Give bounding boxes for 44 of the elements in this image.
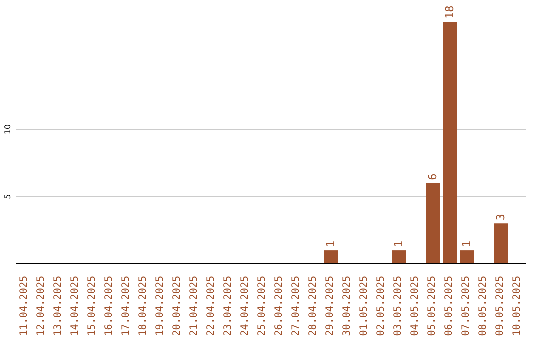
x-tick-label: 16.04.2025 xyxy=(104,276,115,336)
y-tick-label: 10 xyxy=(4,124,12,135)
x-tick-label: 07.05.2025 xyxy=(461,276,472,336)
x-tick-label: 02.05.2025 xyxy=(376,276,387,336)
x-tick-label: 19.04.2025 xyxy=(155,276,166,336)
bar xyxy=(392,250,406,264)
x-tick-label: 26.04.2025 xyxy=(274,276,285,336)
x-tick-label: 11.04.2025 xyxy=(19,276,30,336)
x-tick-label: 27.04.2025 xyxy=(291,276,302,336)
x-tick-label: 04.05.2025 xyxy=(410,276,421,336)
y-tick-label: 5 xyxy=(4,194,12,200)
x-tick-label: 01.05.2025 xyxy=(359,276,370,336)
x-tick-label: 22.04.2025 xyxy=(206,276,217,336)
x-tick-label: 09.05.2025 xyxy=(495,276,506,336)
bar xyxy=(426,183,440,264)
data-label: 18 xyxy=(444,6,456,19)
x-tick-label: 05.05.2025 xyxy=(427,276,438,336)
x-tick-label: 13.04.2025 xyxy=(53,276,64,336)
bar xyxy=(460,250,474,264)
x-tick-label: 30.04.2025 xyxy=(342,276,353,336)
x-tick-label: 21.04.2025 xyxy=(189,276,200,336)
x-tick-label: 20.04.2025 xyxy=(172,276,183,336)
x-tick-label: 15.04.2025 xyxy=(87,276,98,336)
x-tick-label: 17.04.2025 xyxy=(121,276,132,336)
x-tick-label: 23.04.2025 xyxy=(223,276,234,336)
bar xyxy=(324,250,338,264)
x-tick-label: 14.04.2025 xyxy=(70,276,81,336)
x-tick-label: 24.04.2025 xyxy=(240,276,251,336)
x-tick-label: 03.05.2025 xyxy=(393,276,404,336)
data-label: 1 xyxy=(324,240,338,248)
x-tick-label: 06.05.2025 xyxy=(444,276,455,336)
bar xyxy=(494,224,508,264)
x-tick-label: 25.04.2025 xyxy=(257,276,268,336)
x-tick-label: 28.04.2025 xyxy=(308,276,319,336)
data-label: 1 xyxy=(392,240,406,248)
data-label: 6 xyxy=(426,174,440,180)
data-label: 3 xyxy=(494,214,508,221)
x-tick-label: 18.04.2025 xyxy=(138,276,149,336)
x-tick-label: 08.05.2025 xyxy=(478,276,489,336)
data-label: 1 xyxy=(460,240,474,248)
bar xyxy=(443,22,457,264)
x-tick-label: 12.04.2025 xyxy=(36,276,47,336)
x-tick-label: 29.04.2025 xyxy=(325,276,336,336)
x-tick-label: 10.05.2025 xyxy=(512,276,523,336)
